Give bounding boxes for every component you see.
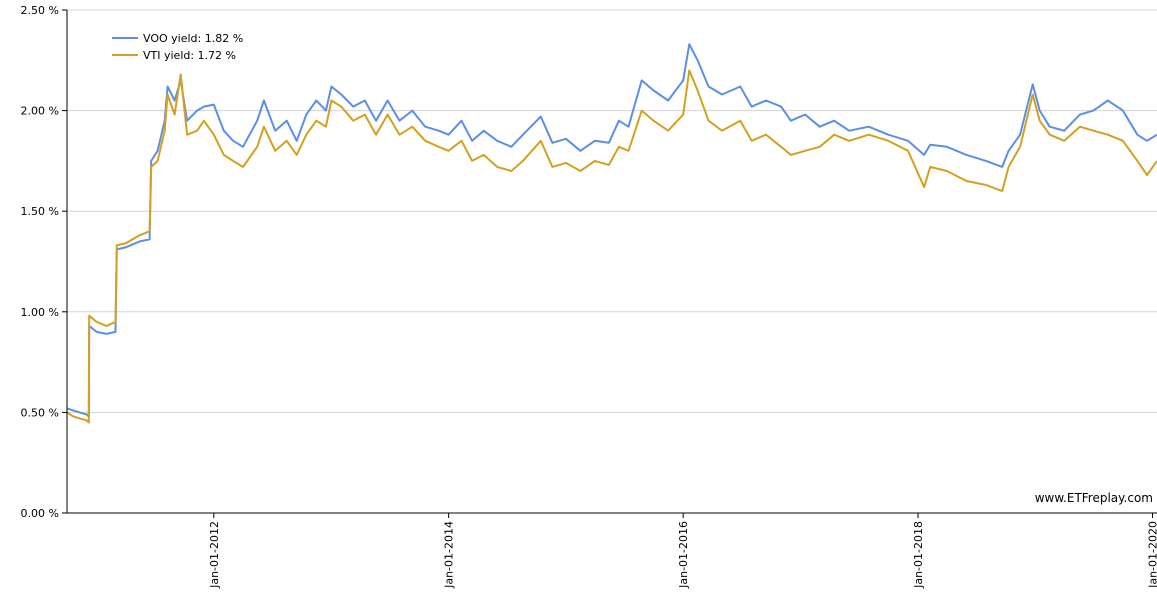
x-tick-label: Jan-01-2020 <box>1147 521 1157 589</box>
y-tick-label: 2.50 % <box>21 4 59 17</box>
y-tick-label: 0.00 % <box>21 507 59 520</box>
legend-label-voo: VOO yield: 1.82 % <box>143 32 243 45</box>
y-tick-label: 2.00 % <box>21 105 59 118</box>
y-tick-label: 1.00 % <box>21 306 59 319</box>
vti-yield-line <box>66 69 1157 424</box>
legend-label-vti: VTI yield: 1.72 % <box>143 49 236 62</box>
x-tick-label: Jan-01-2018 <box>912 521 925 589</box>
y-axis-ticks: 0.00 % 0.50 % 1.00 % 1.50 % 2.00 % 2.50 % <box>21 4 67 520</box>
gridlines <box>67 9 1157 413</box>
watermark: www.ETFreplay.com <box>1035 491 1153 505</box>
legend: VOO yield: 1.82 % VTI yield: 1.72 % <box>112 32 243 62</box>
series-lines <box>66 43 1157 424</box>
x-tick-label: Jan-01-2012 <box>208 521 221 589</box>
y-tick-label: 1.50 % <box>21 205 59 218</box>
voo-yield-line <box>66 43 1157 418</box>
y-tick-label: 0.50 % <box>21 406 59 419</box>
x-tick-label: Jan-01-2016 <box>677 521 690 589</box>
x-tick-label: Jan-01-2014 <box>443 521 456 589</box>
x-axis-ticks: Jan-01-2012 Jan-01-2014 Jan-01-2016 Jan-01-… <box>208 513 1157 589</box>
